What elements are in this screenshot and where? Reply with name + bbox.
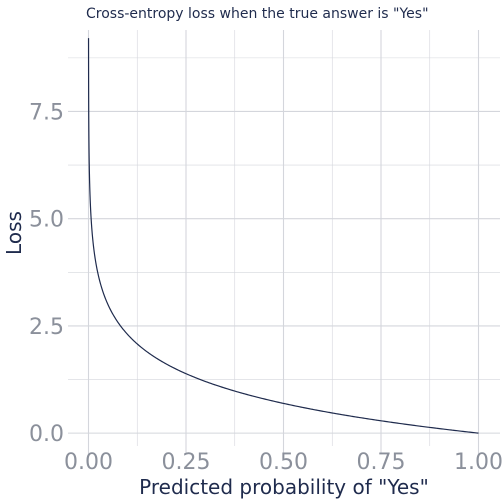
chart-title: Cross-entropy loss when the true answer … xyxy=(86,6,429,22)
x-tick-label: 0.00 xyxy=(64,450,113,475)
y-axis-label: Loss xyxy=(2,211,26,255)
x-tick-label: 0.50 xyxy=(259,450,308,475)
ticks: 0.00 0.25 0.50 0.75 1.00 0.0 2.5 5.0 7.5 xyxy=(29,100,503,475)
y-tick-label: 5.0 xyxy=(29,208,64,233)
y-tick-label: 2.5 xyxy=(29,315,64,340)
x-tick-label: 1.00 xyxy=(454,450,503,475)
grid xyxy=(68,30,500,454)
loss-curve xyxy=(87,38,479,434)
x-axis-label: Predicted probability of "Yes" xyxy=(139,475,429,499)
y-tick-label: 0.0 xyxy=(29,422,64,447)
x-tick-label: 0.75 xyxy=(357,450,406,475)
x-tick-label: 0.25 xyxy=(162,450,211,475)
y-tick-label: 7.5 xyxy=(29,100,64,125)
